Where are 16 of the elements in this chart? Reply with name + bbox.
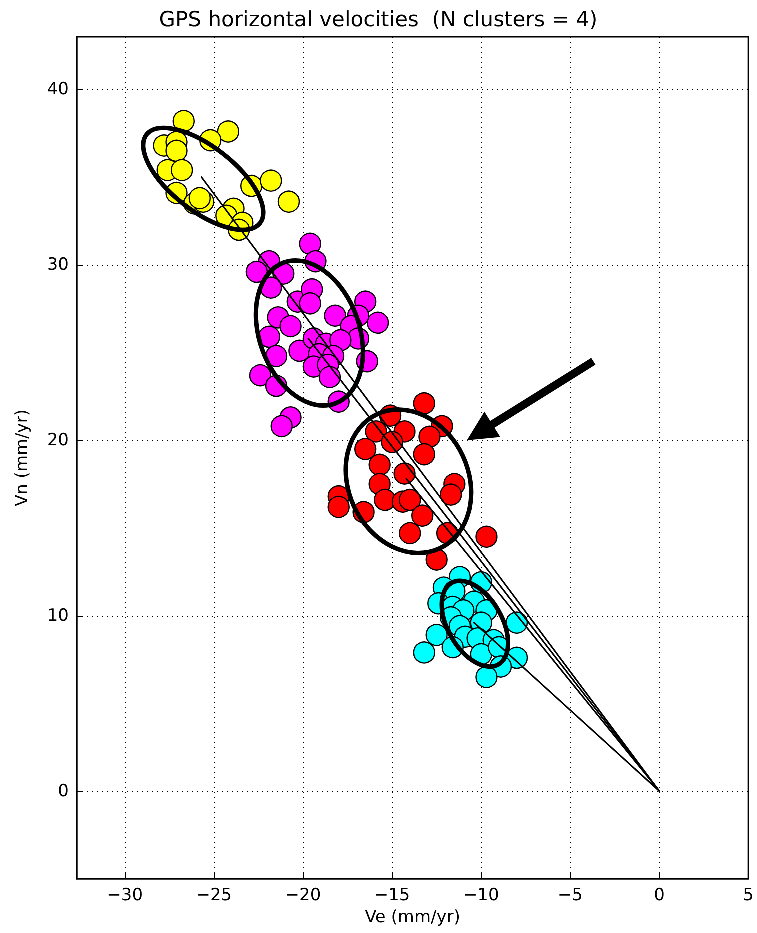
x-tick-label: −10	[463, 886, 500, 906]
chart-title: GPS horizontal velocities (N clusters = 4)	[159, 8, 598, 32]
y-tick-label: 20	[47, 430, 69, 450]
x-tick-label: −15	[374, 886, 410, 906]
x-tick-label: −30	[107, 886, 144, 906]
x-tick-label: 5	[743, 886, 754, 906]
x-tick-label: −25	[196, 886, 232, 906]
y-tick-label: 40	[47, 80, 69, 100]
y-tick-label: 10	[47, 606, 69, 626]
y-tick-label: 0	[58, 781, 69, 802]
x-tick-label: −5	[558, 886, 583, 906]
y-tick-label: 30	[47, 255, 69, 276]
x-tick-label: −20	[285, 886, 322, 906]
x-axis-title: Ve (mm/yr)	[365, 908, 460, 928]
y-axis-title: Vn (mm/yr)	[12, 410, 32, 506]
x-tick-label: 0	[654, 886, 665, 906]
